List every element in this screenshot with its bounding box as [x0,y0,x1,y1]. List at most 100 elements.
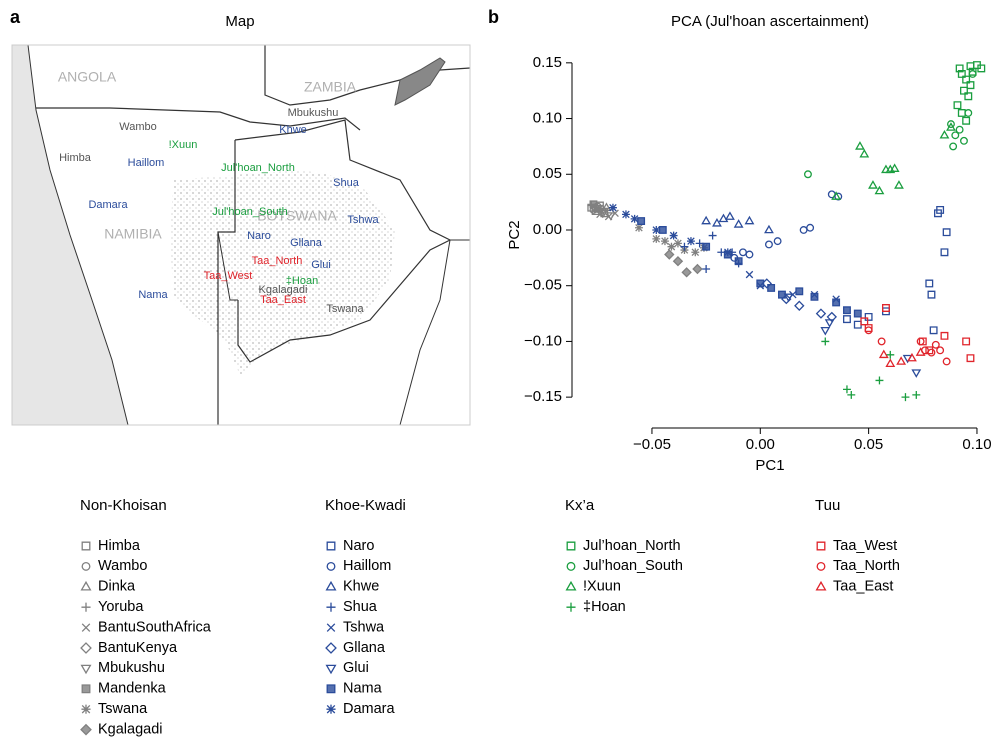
point [855,141,865,150]
point [964,92,973,101]
point [756,279,765,288]
point [820,326,831,336]
point [955,125,964,134]
place-label: Glui [311,259,331,271]
point [680,242,689,251]
point [882,307,890,316]
point [957,70,966,78]
legend-label: Nama [343,681,383,697]
point [773,237,782,245]
point [843,385,851,394]
legend-marker [816,561,826,571]
point [968,70,977,78]
point [669,231,678,240]
place-label: Tshwa [347,214,379,226]
legend-marker [81,684,91,694]
legend-label: BantuSouthAfrica [98,619,212,635]
place-label: Jul'hoan_North [221,162,295,174]
point [804,170,812,179]
legend-label: Yoruba [98,599,144,615]
point [912,390,921,399]
legend-marker [325,664,337,675]
point [915,347,926,356]
point [733,219,744,228]
legend-marker [566,561,576,571]
point [885,358,896,367]
point [962,337,971,346]
point [826,311,838,323]
legend-label: Taa_North [833,558,900,574]
point [916,337,925,346]
point [660,237,669,246]
point [882,304,890,312]
country-label: ZAMBIA [304,79,357,95]
country-label: ANGOLA [58,69,117,85]
place-label: Naro [247,230,271,242]
point [853,320,862,329]
legend-label: Dinka [98,579,136,595]
point [864,326,873,335]
place-label: Taa_West [204,270,253,282]
legend-marker [815,580,827,591]
point [936,346,945,355]
legend-label: BantuKenya [98,640,178,656]
point [868,180,878,189]
legend-marker [326,561,336,571]
legend-label: Naro [343,538,374,554]
legend-marker [565,580,577,591]
point [712,218,722,227]
place-label: Mbukushu [288,107,339,119]
y-tick-label: 0.05 [533,165,562,182]
map [12,45,470,425]
legend-marker [326,623,336,632]
legend-marker [81,623,91,632]
point [658,226,667,234]
point [942,228,951,237]
place-label: Kgalagadi [259,284,308,296]
point [723,248,732,257]
legend-label: Mandenka [98,681,167,697]
point [896,356,907,365]
point [877,337,886,346]
legend-label: ‡Hoan [583,599,626,615]
place-label: Shua [333,177,360,189]
legend-marker [566,602,576,612]
place-label: Himba [59,152,92,164]
legend-label: Gllana [343,640,386,656]
point [960,136,968,145]
point [734,257,743,266]
point [939,130,950,139]
legend-marker [326,602,336,612]
place-label: Taa_North [252,255,303,267]
point [652,234,661,243]
legend-group-title: Kx’a [565,497,595,514]
point [940,331,949,340]
point [951,131,960,140]
point [630,214,639,223]
point [673,239,682,248]
legend-marker [81,561,91,571]
point [925,346,934,355]
country-label: BOTSWANA [257,208,337,224]
legend-marker [326,704,336,714]
legend-marker [326,541,336,551]
point [966,354,975,363]
point [672,255,684,267]
legend-label: Glui [343,660,369,676]
point [874,185,885,195]
point [702,242,711,251]
place-label: Damara [88,199,128,211]
point [925,279,934,288]
point [608,203,617,212]
legend-marker [325,642,337,654]
point [799,226,808,234]
point [973,61,981,70]
point [843,306,851,315]
point [718,213,729,223]
panel-label: a [10,7,21,27]
point [725,211,735,220]
point [765,240,773,249]
point [767,283,776,292]
point [637,217,646,226]
point [664,249,675,260]
